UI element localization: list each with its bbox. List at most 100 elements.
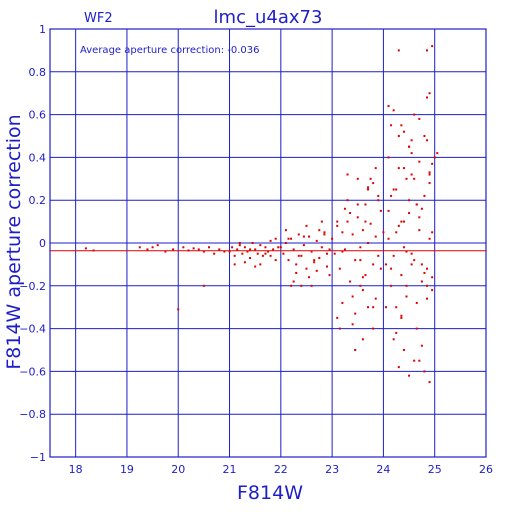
data-point [431, 45, 434, 48]
data-point [256, 252, 259, 255]
plot-frame [49, 28, 487, 458]
data-point [238, 244, 241, 247]
grid-lines [50, 28, 487, 458]
y-tick-label: 1 [39, 23, 46, 36]
x-tick-label: 26 [479, 463, 493, 476]
y-tick-label: 0.2 [29, 194, 47, 207]
data-point [274, 237, 277, 240]
data-point [420, 280, 423, 283]
data-point [287, 237, 290, 240]
data-point [305, 267, 308, 270]
data-point [328, 248, 331, 251]
data-point [400, 274, 403, 277]
data-point [367, 242, 370, 244]
data-point [261, 254, 264, 257]
data-point [390, 194, 393, 197]
data-point [369, 222, 372, 225]
data-point [431, 289, 434, 292]
data-point [279, 246, 282, 249]
data-point [325, 265, 328, 268]
data-point [405, 284, 408, 287]
data-point [423, 271, 426, 274]
data-point [267, 250, 269, 253]
data-point [431, 162, 434, 165]
data-point [392, 109, 395, 112]
data-point [177, 308, 180, 311]
data-point [138, 246, 141, 249]
data-point [426, 284, 429, 287]
data-point [349, 280, 352, 283]
data-point [297, 233, 300, 236]
y-tick-label: −0.4 [19, 323, 46, 336]
data-point [374, 235, 377, 238]
data-point [341, 301, 344, 304]
data-point [341, 231, 344, 234]
data-point [333, 252, 336, 255]
data-point [313, 259, 316, 262]
data-point [336, 316, 339, 319]
data-point [418, 216, 421, 219]
data-point [361, 229, 364, 232]
data-point [325, 252, 328, 255]
x-tick-label: 19 [120, 463, 134, 476]
data-point [426, 49, 429, 52]
data-point [295, 271, 298, 274]
data-point [420, 263, 423, 266]
data-point [428, 182, 431, 185]
data-points [84, 45, 439, 384]
data-point [426, 267, 429, 270]
data-point [390, 267, 393, 270]
data-point [284, 242, 287, 244]
data-point [374, 167, 377, 170]
data-point [315, 269, 318, 272]
data-point [418, 160, 421, 163]
data-point [243, 246, 246, 249]
data-point [202, 250, 205, 253]
data-point [172, 248, 175, 251]
data-point [254, 248, 257, 251]
data-point [241, 252, 244, 255]
data-point [343, 248, 346, 251]
data-point [197, 248, 200, 251]
chart-title: lmc_u4ax73 [214, 7, 323, 28]
data-point [218, 248, 221, 251]
data-point [274, 259, 277, 262]
data-point [387, 237, 390, 240]
data-point [372, 327, 375, 330]
data-point [292, 280, 295, 283]
data-point [395, 331, 398, 334]
data-point [397, 366, 400, 369]
data-point [187, 249, 190, 252]
y-tick-label: 0.6 [29, 109, 47, 122]
data-point [377, 254, 380, 257]
data-point [231, 246, 234, 249]
data-point [359, 284, 362, 287]
data-point [410, 263, 413, 266]
data-point [397, 135, 400, 137]
data-point [418, 359, 421, 362]
data-point [364, 220, 367, 223]
data-point [233, 254, 236, 257]
data-point [233, 263, 236, 266]
data-point [146, 248, 149, 251]
data-point [392, 338, 395, 341]
data-point [395, 306, 398, 309]
data-point [395, 231, 398, 234]
data-point [428, 171, 431, 174]
y-tick-label: −1 [30, 451, 46, 464]
x-tick-labels: 18 19 20 21 22 23 24 25 26 [69, 463, 493, 476]
data-point [423, 370, 426, 373]
data-point [379, 267, 382, 270]
data-point [428, 173, 431, 176]
data-point [405, 295, 408, 298]
data-point [415, 301, 418, 304]
average-correction-annotation: Average aperture correction: -0.036 [80, 45, 260, 56]
y-axis-title: F814W aperture correction [3, 114, 25, 369]
data-point [408, 212, 411, 215]
data-point [428, 237, 431, 240]
data-point [305, 224, 308, 227]
data-point [418, 117, 421, 120]
y-tick-label: −0.8 [19, 408, 46, 421]
data-point [359, 246, 362, 249]
data-point [374, 297, 377, 300]
